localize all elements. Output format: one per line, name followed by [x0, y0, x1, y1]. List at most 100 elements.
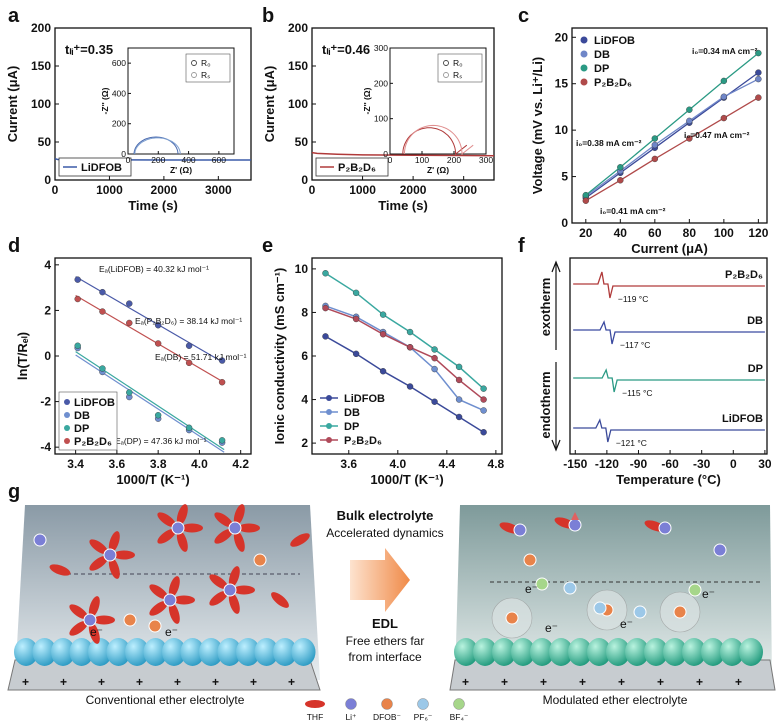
b-inset-legend-marker: [443, 72, 449, 78]
f-series-line: [573, 320, 765, 345]
thf-molecule: [149, 600, 168, 616]
li-ion: [513, 523, 527, 537]
c-ytick-label: 20: [555, 30, 569, 44]
b-inset-xtick-label: 0: [388, 155, 393, 165]
thf-molecule: [93, 615, 115, 625]
e-xtick-label: 4.4: [438, 457, 455, 471]
e-point: [480, 429, 487, 436]
c-point: [582, 191, 590, 199]
b-inset-legend-label: R₀: [453, 58, 463, 68]
e-point: [455, 363, 463, 371]
a-xtick-label: 1000: [96, 183, 123, 197]
c-legend-label: DP: [594, 63, 609, 75]
thf-molecule: [88, 622, 100, 644]
thf-molecule: [69, 604, 88, 620]
b-inset-ytick-label: 0: [383, 149, 388, 159]
legend-ion-swatch: [345, 698, 357, 710]
thf-molecule: [108, 531, 120, 553]
bulk-title: Bulk electrolyte: [337, 508, 434, 523]
e-xlabel: 1000/T (K⁻¹): [370, 472, 443, 487]
right-plus-sign: +: [657, 675, 664, 689]
left-electrode-particle: [143, 638, 168, 666]
b-ytick-label: 50: [295, 135, 309, 149]
right-electrode-particle: [587, 638, 611, 666]
left-electrode-particle: [217, 638, 242, 666]
a-inset-ytick-label: 0: [121, 149, 126, 159]
right-plus-sign: +: [618, 675, 625, 689]
thf-molecule: [290, 533, 310, 547]
thf-molecule: [149, 584, 168, 600]
thf-molecule: [108, 557, 120, 579]
li-ion: [228, 521, 242, 535]
pf6-ion: [633, 605, 647, 619]
legend-ion-label: BF₄⁻: [450, 712, 469, 722]
c-point: [686, 106, 693, 113]
thf-molecule: [181, 523, 203, 533]
pf6-ion: [593, 601, 607, 615]
right-caption: Modulated ether electrolyte: [543, 693, 688, 707]
c-point: [617, 177, 624, 184]
right-electrode-particle: [511, 638, 535, 666]
f-peak-label: −119 °C: [618, 294, 648, 304]
left-electrode-particle: [125, 638, 149, 666]
e-frame: [311, 257, 503, 455]
a-inset-xlabel: Z' (Ω): [170, 165, 192, 175]
d-point: [218, 357, 226, 364]
e-point: [431, 398, 438, 405]
center-arrow: [350, 548, 410, 612]
f-xtick-label: 30: [758, 457, 772, 471]
right-plus-sign: +: [735, 675, 742, 689]
thf-molecule: [157, 512, 176, 528]
e-point: [406, 344, 414, 351]
left-electron-2: e⁻: [165, 625, 178, 639]
e-ytick-label: 4: [301, 393, 308, 407]
a-legend-box: [58, 157, 132, 177]
panel-c-axes: 20 40 60 80 100 120 0 5 10 15 20 Current (μA) Voltag…: [530, 27, 769, 256]
li-ion: [33, 533, 47, 547]
c-annotation: i₀=0.47 mA cm⁻²: [684, 130, 750, 140]
c-xtick-label: 20: [579, 226, 593, 240]
a-legend-label: LiDFOB: [81, 162, 122, 174]
f-series-label: DP: [748, 363, 763, 375]
d-legend-label: DB: [74, 410, 90, 422]
a-xtick-label: 2000: [151, 183, 178, 197]
a-inset-arc: [133, 136, 179, 155]
thf-molecule: [176, 530, 188, 552]
edl-subtitle-1: Free ethers far: [346, 634, 425, 648]
panel-d-axes: 3.4 3.6 3.8 4.0 4.2 -4 -2 0 2 4 1000/T (K⁻¹) ln(T/R…: [15, 257, 252, 487]
a-tli-text: tₗᵢ⁺=0.35: [65, 42, 113, 57]
d-legend-marker: [64, 399, 70, 405]
b-legend-label: P₂B₂D₆: [338, 162, 376, 174]
thf-molecule: [233, 585, 255, 595]
e-point: [379, 368, 387, 375]
thf-molecule: [157, 528, 176, 544]
right-electrode-particle: [549, 638, 573, 666]
right-electron-2: e⁻: [702, 587, 715, 601]
right-electrode-particle: [473, 638, 497, 666]
c-legend-label: LiDFOB: [594, 35, 635, 47]
dfob-ion: [505, 611, 519, 625]
c-point: [651, 155, 659, 163]
li-ion: [163, 593, 177, 607]
thf-molecule: [271, 592, 289, 608]
c-xtick-label: 40: [614, 226, 628, 240]
c-annotation: i₀=0.34 mA cm⁻²: [692, 46, 758, 56]
d-xlabel: 1000/T (K⁻¹): [116, 472, 189, 487]
c-point: [651, 141, 659, 149]
thf-molecule: [228, 566, 240, 588]
left-plus-sign: +: [22, 675, 29, 689]
c-point: [686, 135, 693, 142]
f-series-line: [573, 418, 765, 443]
legend-ion-swatch: [417, 698, 429, 710]
legend-ion-label: Li⁺: [345, 712, 357, 722]
c-point: [755, 75, 762, 83]
left-electrode-particle: [88, 638, 112, 666]
bf4-ion: [535, 577, 549, 591]
c-ytick-label: 10: [555, 123, 569, 137]
pf6-ion: [563, 581, 577, 595]
c-point: [720, 77, 728, 85]
right-electrode-particle: [682, 638, 706, 666]
panel-b-label: b: [262, 5, 274, 27]
f-peak-label: −115 °C: [622, 388, 652, 398]
